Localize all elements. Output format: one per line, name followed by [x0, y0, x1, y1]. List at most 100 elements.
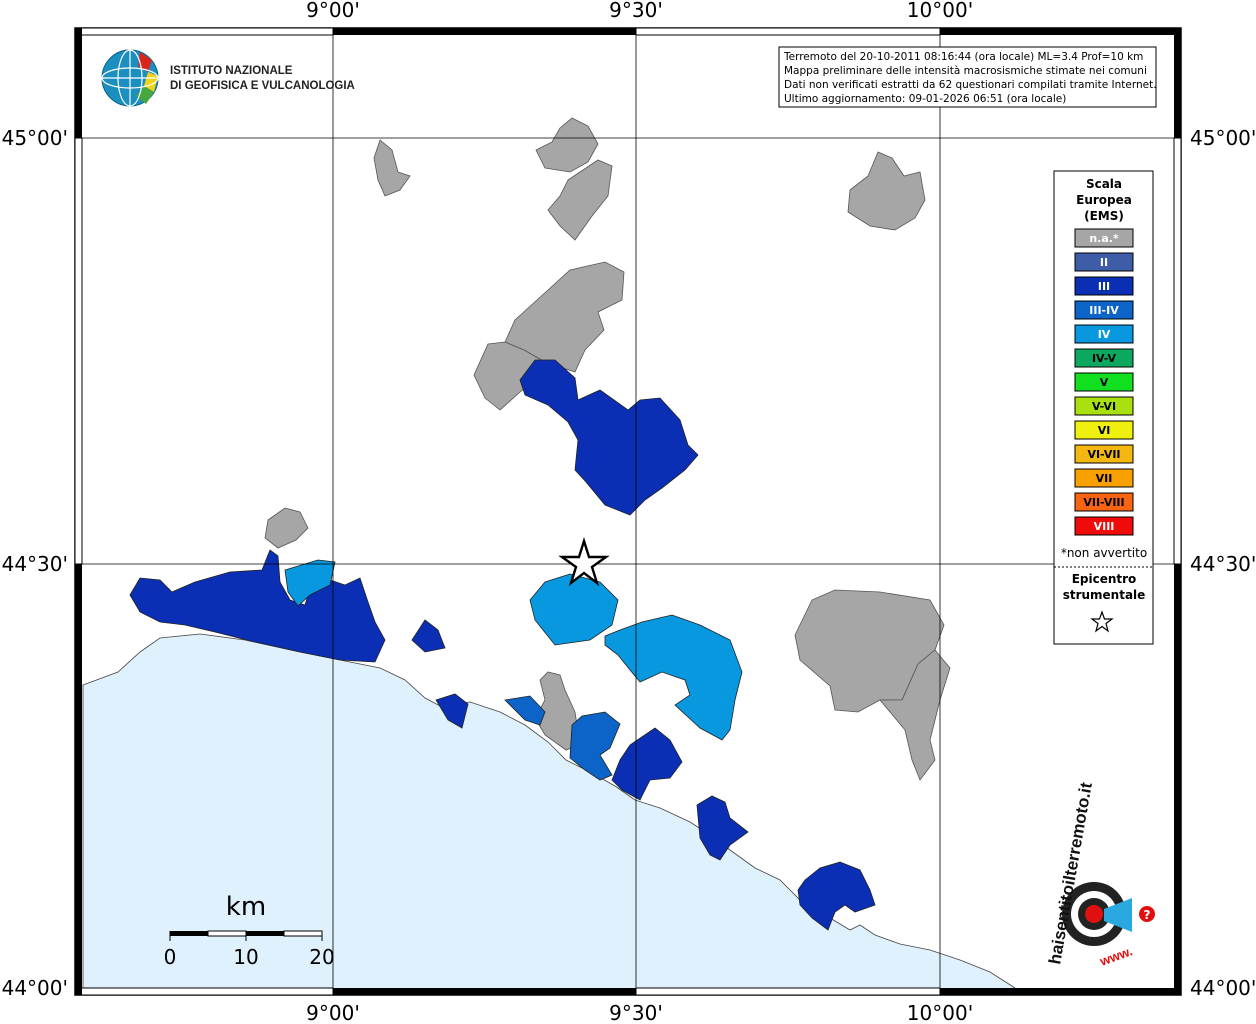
legend-star-icon — [1090, 610, 1114, 633]
y-tick-left-1: 45°00' — [2, 126, 68, 150]
info-box-frame — [778, 46, 1157, 108]
legend-title-2: Europea — [1076, 193, 1132, 207]
comune-iii-2 — [411, 619, 446, 653]
legend-swatch-label: V — [1100, 376, 1109, 389]
legend-swatch-label: n.a.* — [1089, 232, 1119, 245]
comune-iii-4 — [519, 359, 699, 516]
scale-seg-1 — [170, 931, 208, 936]
haisentito-target-icon — [1085, 905, 1103, 923]
comune-na-3 — [547, 159, 613, 241]
legend-swatch — [1074, 252, 1134, 272]
legend-swatch — [1074, 492, 1134, 512]
legend-swatch-label: IV-V — [1092, 352, 1117, 365]
frame-right-3 — [1174, 564, 1181, 995]
x-tick-bottom-2: 9°30' — [609, 1001, 663, 1024]
comuni-iv — [284, 559, 743, 741]
frame-top-4 — [940, 28, 1181, 35]
info-line-1: Terremoto del 20-10-2011 08:16:44 (ora l… — [783, 51, 1143, 63]
frame-top-3 — [635, 27, 941, 36]
comune-iii-1 — [129, 549, 386, 663]
y-tick-right-2: 44°30' — [1190, 552, 1256, 576]
x-tick-top-1: 9°00' — [306, 0, 360, 22]
legend-swatch — [1074, 348, 1134, 368]
scale-seg-4 — [283, 930, 323, 937]
legend-swatch — [1074, 516, 1134, 536]
legend-swatch-label: VI-VII — [1087, 448, 1120, 461]
legend-swatch-label: VI — [1098, 424, 1111, 437]
info-box: Terremoto del 20-10-2011 08:16:44 (ora l… — [778, 46, 1157, 108]
comune-iv-1 — [284, 559, 336, 607]
institute-line-1: ISTITUTO NAZIONALE — [170, 65, 293, 77]
legend-swatch — [1074, 300, 1134, 320]
frame-bottom-2 — [333, 988, 636, 995]
frame-right-2 — [1173, 137, 1182, 565]
comune-na-8 — [879, 649, 951, 781]
legend-swatch-label: II — [1100, 256, 1108, 269]
comuni-iii — [129, 359, 876, 931]
frame-top-2 — [333, 28, 636, 35]
info-line-3: Dati non verificati estratti da 62 quest… — [784, 79, 1157, 91]
x-tick-bottom-3: 10°00' — [907, 1001, 973, 1024]
scale-bar: km 0 10 20 — [164, 892, 335, 969]
comuni-na — [264, 117, 951, 781]
epicenter-star — [558, 536, 610, 587]
comuni-iii-iv — [504, 695, 621, 781]
map-frame — [74, 27, 1182, 996]
legend-items: n.a.*IIIIIIII-IVIVIV-VVV-VIVIVI-VIIVIIVI… — [1074, 228, 1134, 536]
scale-label-0: 0 — [164, 945, 177, 969]
legend-title-1: Scala — [1086, 177, 1122, 191]
x-tick-top-3: 10°00' — [907, 0, 973, 22]
frame-bottom-3 — [635, 987, 941, 996]
legend-swatch — [1074, 372, 1134, 392]
x-tick-top-2: 9°30' — [609, 0, 663, 22]
scale-seg-3 — [246, 931, 284, 936]
institute-line-2: DI GEOFISICA E VULCANOLOGIA — [170, 80, 355, 92]
legend-swatch — [1074, 228, 1134, 248]
legend-title-3: (EMS) — [1084, 209, 1124, 223]
scale-label-10: 10 — [233, 945, 258, 969]
frame-bottom-4 — [940, 988, 1181, 995]
legend-swatch — [1074, 276, 1134, 296]
info-line-4: Ultimo aggiornamento: 09-01-2026 06:51 (… — [784, 93, 1066, 105]
comune-na-6 — [847, 151, 926, 231]
x-tick-bottom-1: 9°00' — [306, 1001, 360, 1024]
legend-swatch — [1074, 420, 1134, 440]
frame-top-1 — [74, 27, 334, 36]
comune-na-1 — [373, 139, 411, 197]
y-tick-left-2: 44°30' — [2, 552, 68, 576]
legend-epicenter-1: Epicentro — [1072, 572, 1137, 586]
haisentito-logo: ? haisentitoilterremoto.it www. — [1045, 781, 1155, 969]
haisentito-www: www. — [1097, 943, 1135, 969]
scale-unit: km — [226, 892, 266, 922]
comune-iii-iv-1 — [504, 695, 546, 726]
legend-epicenter-2: strumentale — [1063, 588, 1146, 602]
y-tick-right-3: 44°00' — [1190, 976, 1256, 1000]
comune-na-9 — [264, 507, 309, 549]
legend-swatch — [1074, 324, 1134, 344]
y-tick-right-1: 45°00' — [1190, 126, 1256, 150]
comune-iv-2 — [529, 573, 619, 646]
comune-na-2 — [535, 117, 599, 173]
comune-iii-6 — [696, 795, 749, 861]
legend-swatch — [1074, 396, 1134, 416]
legend-swatch — [1074, 468, 1134, 488]
legend-swatch — [1074, 444, 1134, 464]
frame-right-1 — [1174, 28, 1181, 138]
globe-segment-yellow — [144, 72, 158, 92]
haisentito-question-mark: ? — [1144, 908, 1151, 922]
comune-iii-7 — [797, 861, 876, 931]
frame-bottom-1 — [74, 987, 334, 996]
comune-iii-5 — [611, 727, 683, 801]
frame-left-2 — [74, 137, 83, 565]
frame-left-3 — [75, 564, 82, 995]
legend: Scala Europea (EMS) n.a.*IIIIIIII-IVIVIV… — [1053, 170, 1154, 645]
graticule — [82, 35, 1174, 988]
haisentito-beam-icon — [1104, 898, 1132, 932]
legend-swatch-label: III — [1098, 280, 1110, 293]
legend-swatch-label: V-VI — [1092, 400, 1116, 413]
scale-seg-2 — [207, 930, 247, 937]
comune-iv-3 — [604, 614, 743, 741]
legend-swatch-label: VII-VIII — [1083, 496, 1124, 509]
